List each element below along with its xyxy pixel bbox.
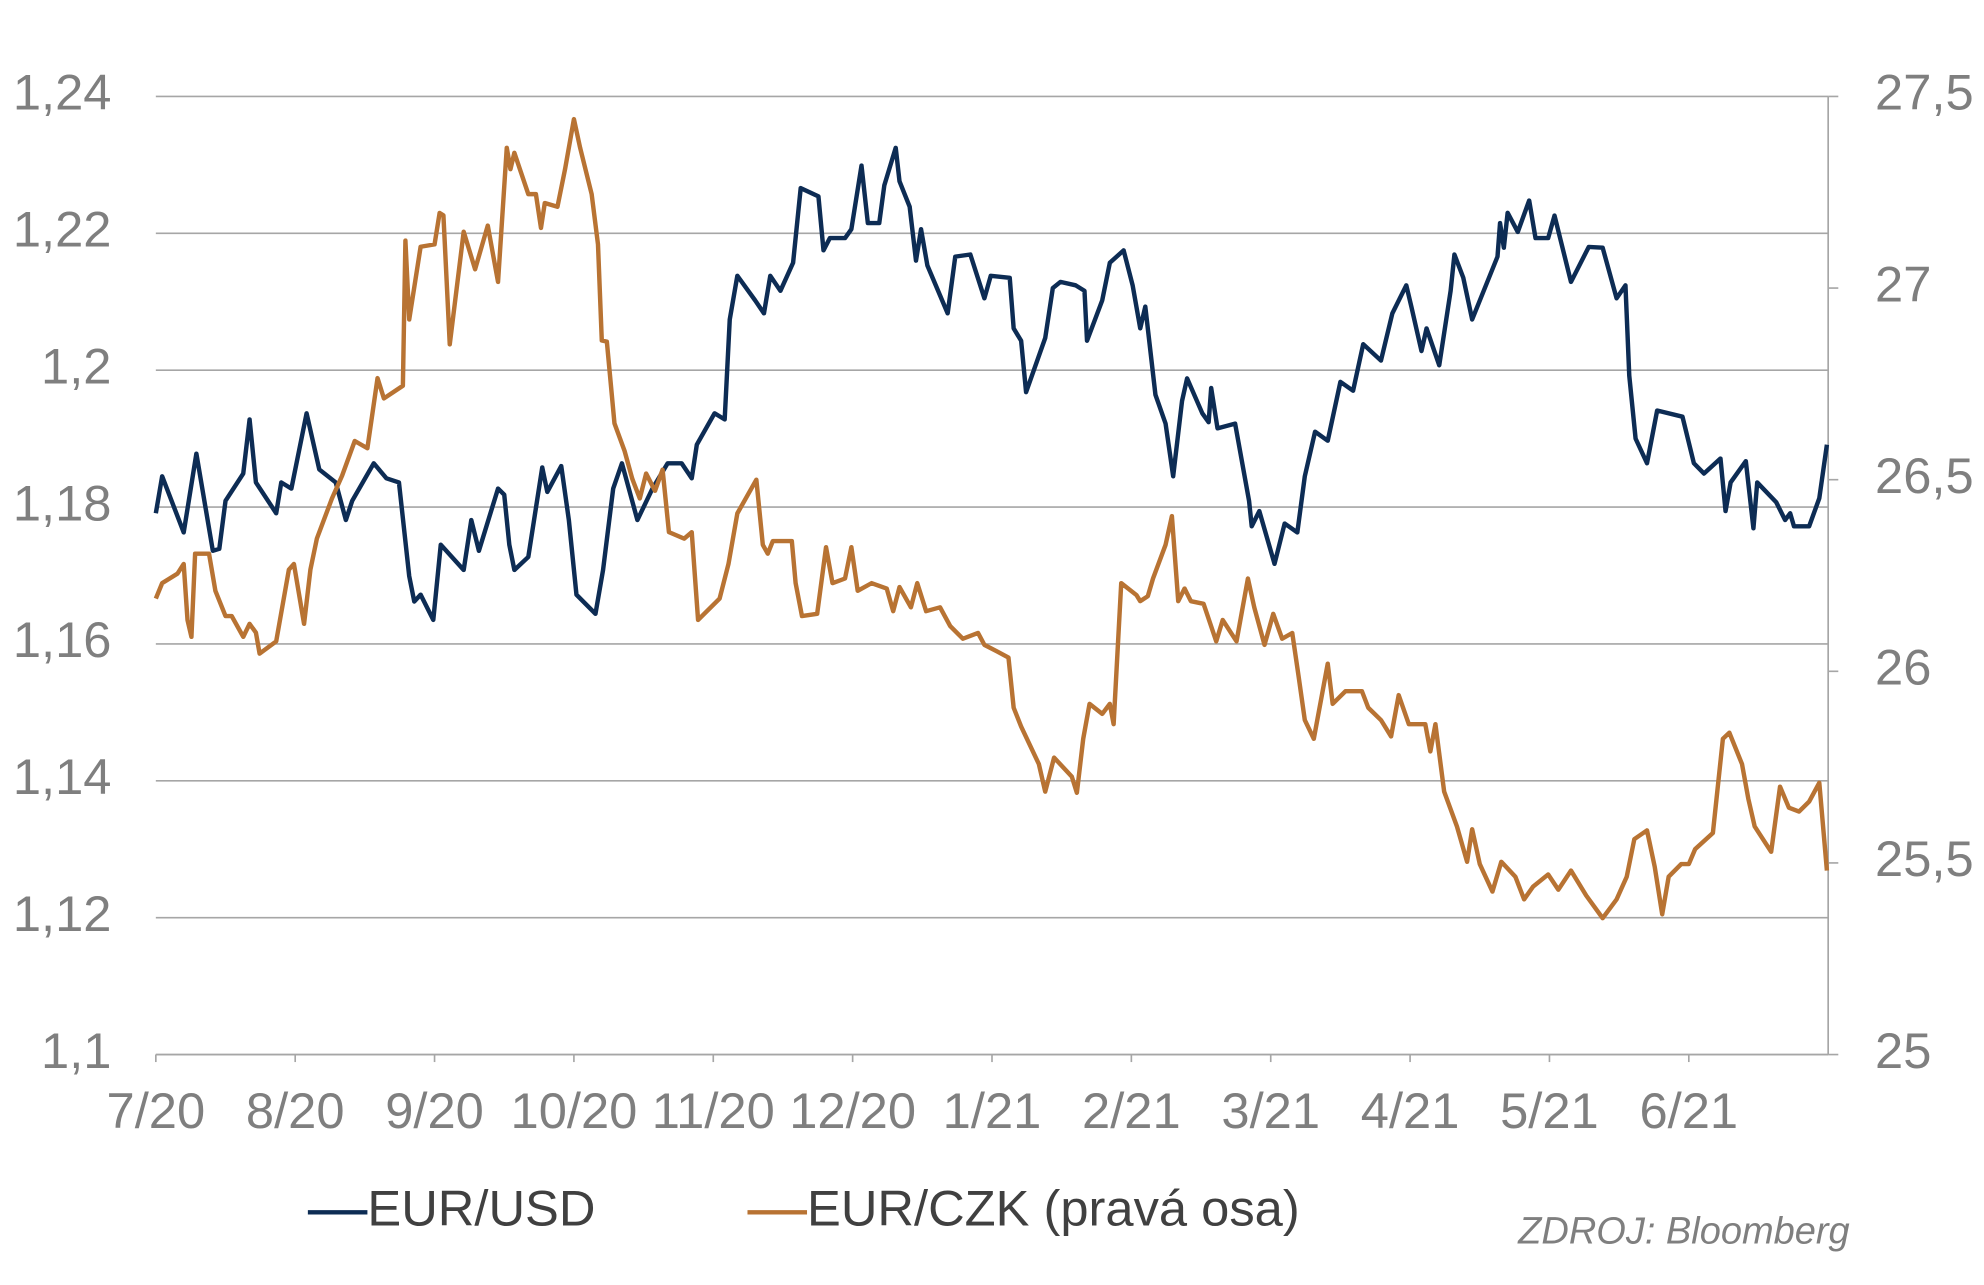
y2-tick-label: 27 (1875, 256, 1931, 313)
y-tick-label: 1,14 (13, 748, 112, 805)
x-tick-label: 8/20 (246, 1082, 345, 1139)
y-tick-label: 1,22 (13, 201, 112, 258)
x-tick-label: 12/20 (789, 1082, 916, 1139)
x-tick-label: 7/20 (107, 1082, 206, 1139)
y-tick-label: 1,12 (13, 885, 112, 942)
x-tick-label: 4/21 (1361, 1082, 1460, 1139)
y2-tick-label: 27,5 (1875, 64, 1974, 121)
y-tick-label: 1,1 (41, 1022, 111, 1079)
y-tick-label: 1,16 (13, 611, 112, 668)
x-tick-label: 1/21 (943, 1082, 1042, 1139)
legend-label: EUR/CZK (pravá osa) (807, 1180, 1300, 1237)
y2-tick-label: 26 (1875, 639, 1931, 696)
legend-label: EUR/USD (367, 1180, 595, 1237)
series-line (153, 145, 1830, 623)
series-line (153, 116, 1830, 921)
y2-tick-label: 26,5 (1875, 447, 1974, 504)
x-tick-label: 3/21 (1221, 1082, 1320, 1139)
x-tick-label: 9/20 (385, 1082, 484, 1139)
source: ZDROJ: Bloomberg (1517, 1211, 1850, 1253)
y2-tick-label: 25,5 (1875, 830, 1974, 887)
x-tick-label: 5/21 (1500, 1082, 1599, 1139)
x-tick-label: 10/20 (511, 1082, 638, 1139)
x-tick-label: 6/21 (1640, 1082, 1739, 1139)
y-tick-label: 1,2 (41, 338, 111, 395)
y-tick-label: 1,18 (13, 475, 112, 532)
x-tick-label: 2/21 (1082, 1082, 1181, 1139)
x-tick-label: 11/20 (652, 1082, 775, 1139)
y2-tick-label: 25 (1875, 1022, 1931, 1079)
y-tick-label: 1,24 (13, 64, 112, 121)
